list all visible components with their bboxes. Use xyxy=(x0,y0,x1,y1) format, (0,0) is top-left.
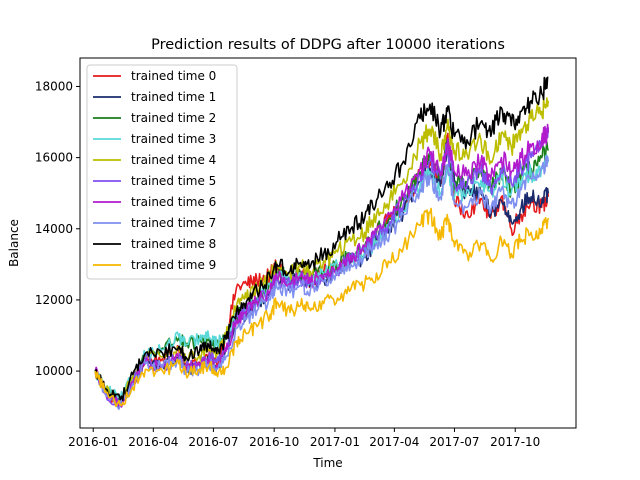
legend-label: trained time 0 xyxy=(131,69,216,83)
y-axis-title: Balance xyxy=(7,219,21,267)
x-tick-label: 2017-01 xyxy=(310,435,360,449)
legend: trained time 0 trained time 1 trained time… xyxy=(86,64,238,280)
x-tick-label: 2016-07 xyxy=(188,435,238,449)
legend-label: trained time 3 xyxy=(131,132,216,146)
legend-label: trained time 6 xyxy=(131,195,216,209)
legend-label: trained time 5 xyxy=(131,174,216,188)
plot-area xyxy=(94,76,550,411)
x-tick-label: 2017-10 xyxy=(490,435,540,449)
x-axis-title: Time xyxy=(312,456,342,470)
y-tick-label: 14000 xyxy=(35,222,73,236)
legend-label: trained time 1 xyxy=(131,90,216,104)
x-tick-label: 2016-10 xyxy=(249,435,299,449)
y-axis: 10000 12000 14000 16000 18000 xyxy=(35,79,80,378)
plot-frame xyxy=(79,57,577,429)
y-tick-label: 16000 xyxy=(35,151,73,165)
y-tick-label: 10000 xyxy=(35,364,73,378)
legend-label: trained time 2 xyxy=(131,111,216,125)
legend-label: trained time 8 xyxy=(131,237,216,251)
y-tick-label: 18000 xyxy=(35,79,73,93)
legend-label: trained time 7 xyxy=(131,216,216,230)
x-tick-label: 2016-01 xyxy=(68,435,118,449)
x-axis: 2016-01 2016-04 2016-07 2016-10 2017-01 2017-… xyxy=(68,428,540,449)
series-line xyxy=(94,154,550,401)
x-tick-label: 2016-04 xyxy=(128,435,178,449)
x-tick-label: 2017-07 xyxy=(429,435,479,449)
series-line xyxy=(94,76,549,402)
chart-title: Prediction results of DDPG after 10000 i… xyxy=(151,37,505,53)
legend-label: trained time 9 xyxy=(131,258,216,272)
legend-label: trained time 4 xyxy=(131,153,216,167)
x-tick-label: 2017-04 xyxy=(369,435,419,449)
y-tick-label: 12000 xyxy=(35,293,73,307)
series-line xyxy=(94,207,550,408)
legend-box xyxy=(86,64,238,280)
